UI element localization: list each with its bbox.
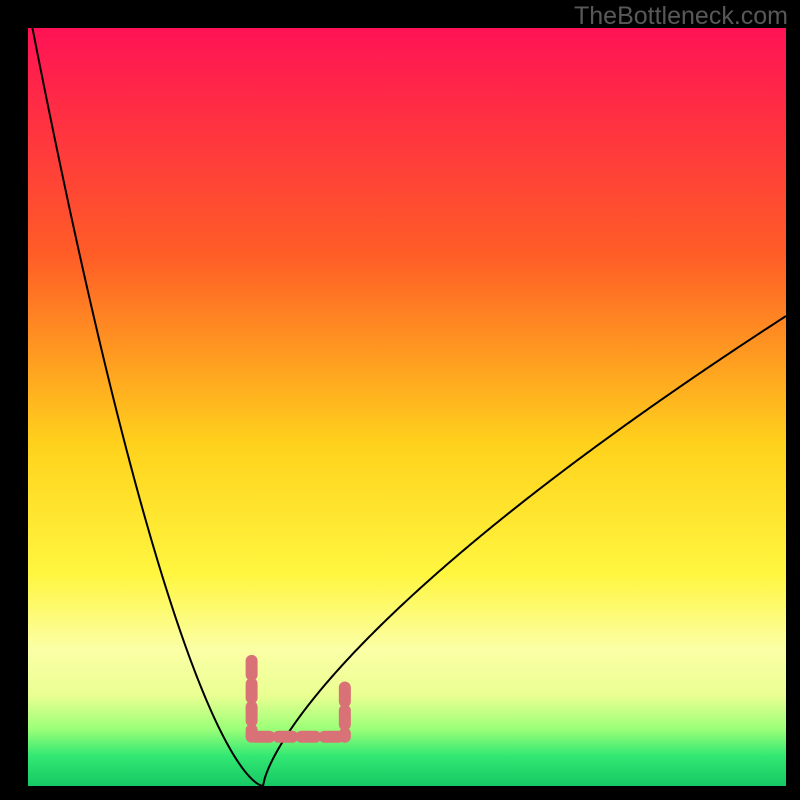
- gradient-background: [28, 28, 786, 786]
- plot-svg: [28, 28, 786, 786]
- plot-area: [28, 28, 786, 786]
- watermark-text: TheBottleneck.com: [574, 2, 788, 31]
